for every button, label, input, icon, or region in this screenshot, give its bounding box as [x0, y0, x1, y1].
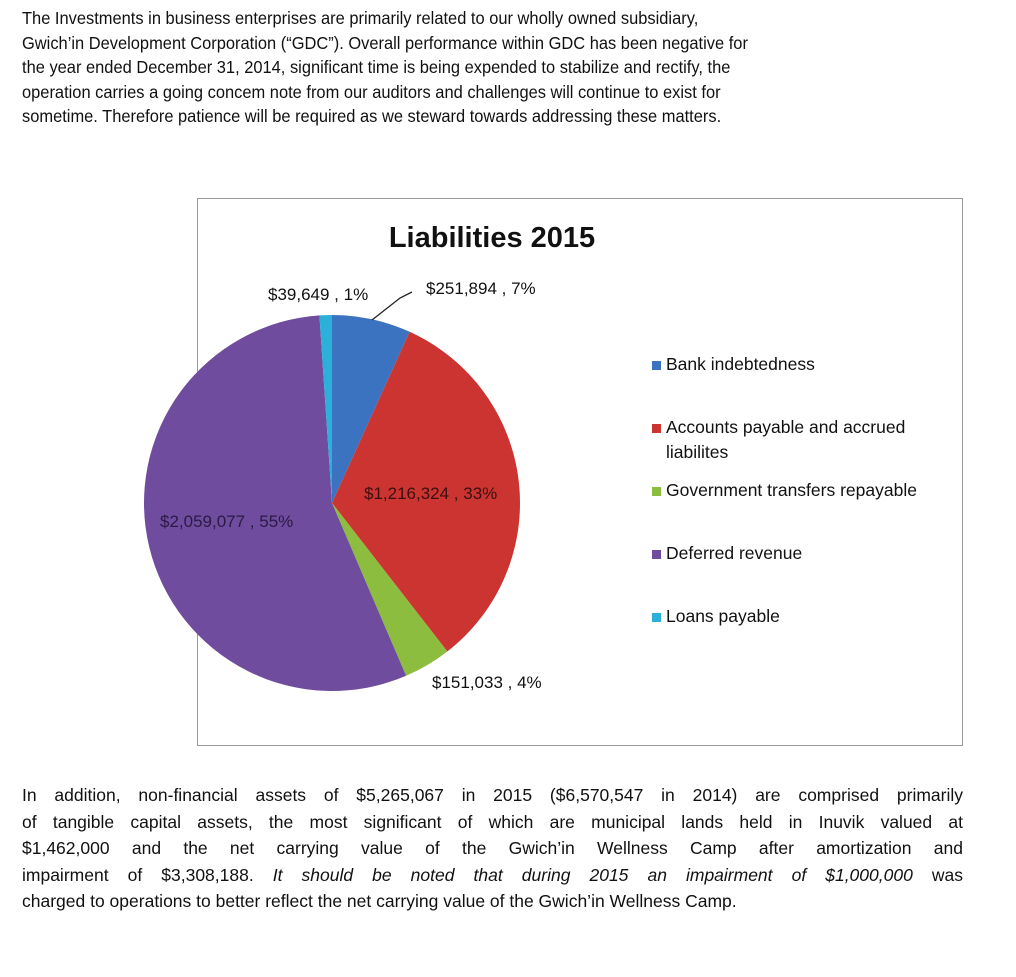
text-line: Gwich’in Development Corporation (“GDC”)…	[22, 32, 748, 53]
legend-label: Accounts payable and accrued	[666, 417, 906, 437]
text-line: sometime. Therefore patience will be req…	[22, 106, 722, 126]
legend-swatch	[652, 424, 661, 433]
text-line: impairment of $3,308,188. It should be n…	[22, 862, 963, 889]
intro-paragraph: The Investments in business enterprises …	[22, 6, 982, 129]
legend-swatch	[652, 613, 661, 622]
pie-slice-deferred	[143, 315, 407, 691]
legend-label: Deferred revenue	[666, 543, 803, 563]
text-run: impairment of $3,308,188.	[22, 864, 273, 885]
text-line: $1,462,000 and the net carrying value of…	[22, 838, 963, 858]
text-line: The Investments in business enterprises …	[22, 8, 699, 28]
data-label-deferred: $2,059,077 , 55%	[160, 512, 294, 531]
data-label-accounts: $1,216,324 , 33%	[364, 484, 498, 503]
pie-slice-bank	[332, 315, 410, 503]
legend-label: Loans payable	[666, 606, 780, 626]
legend-swatch	[652, 361, 661, 370]
legend-label: Bank indebtedness	[666, 354, 815, 374]
leader-line	[371, 291, 413, 321]
legend-swatch	[652, 550, 661, 559]
text-run: was	[912, 864, 964, 885]
pie-slice-loans	[319, 315, 332, 503]
pie-slice-accounts	[332, 331, 520, 652]
italic-note: It should be noted that during 2015 an i…	[272, 864, 913, 885]
text-line: In addition, non-financial assets of $5,…	[22, 785, 963, 805]
legend-label: Government transfers repayable	[666, 480, 917, 500]
text-line: the year ended December 31, 2014, signif…	[22, 57, 731, 77]
data-label-bank: $251,894 , 7%	[426, 279, 536, 298]
text-line: operation carries a going concem note fr…	[22, 81, 721, 102]
assets-paragraph: In addition, non-financial assets of $5,…	[22, 782, 963, 915]
legend-label: liabilites	[666, 442, 729, 462]
legend-swatch	[652, 487, 661, 496]
pie-slice-government	[332, 503, 448, 676]
text-line: charged to operations to better reflect …	[22, 891, 737, 911]
text-line: of tangible capital assets, the most sig…	[22, 811, 963, 832]
chart-title: Liabilities 2015	[388, 222, 596, 254]
data-label-loans: $39,649 , 1%	[268, 285, 369, 304]
data-label-government: $151,033 , 4%	[432, 673, 542, 692]
